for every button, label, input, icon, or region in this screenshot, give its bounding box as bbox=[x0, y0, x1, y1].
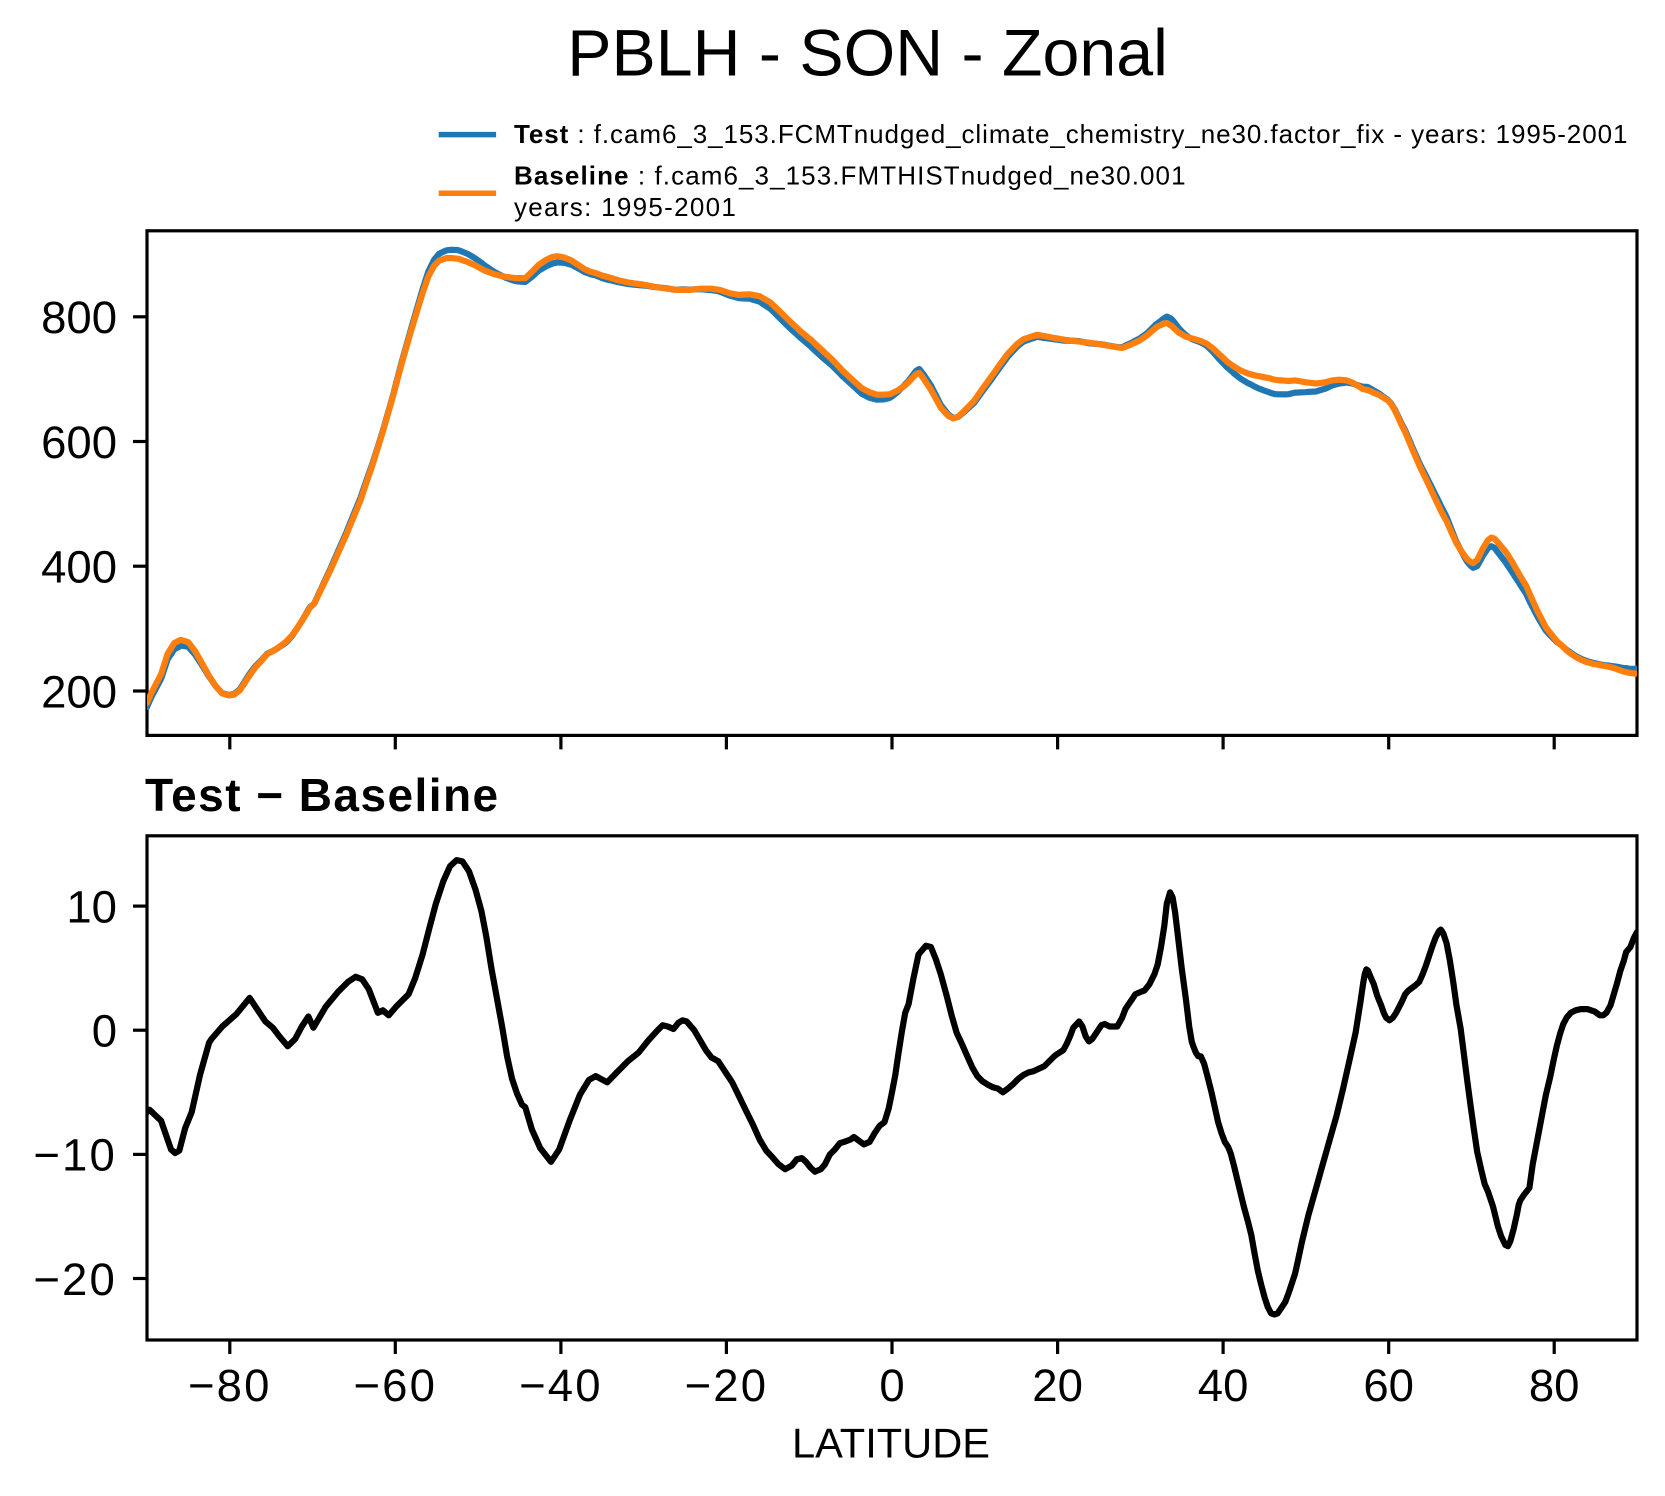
svg-text:PBLH - SON - Zonal: PBLH - SON - Zonal bbox=[567, 17, 1168, 91]
svg-text:−20: −20 bbox=[685, 1360, 769, 1411]
svg-text:800: 800 bbox=[41, 292, 117, 343]
svg-text:Baseline : f.cam6_3_153.FMTHIS: Baseline : f.cam6_3_153.FMTHISTnudged_ne… bbox=[514, 161, 1187, 191]
svg-text:80: 80 bbox=[1529, 1360, 1580, 1411]
svg-text:years: 1995-2001: years: 1995-2001 bbox=[514, 192, 737, 222]
svg-text:LATITUDE: LATITUDE bbox=[792, 1420, 990, 1467]
svg-text:10: 10 bbox=[66, 881, 117, 932]
svg-text:−20: −20 bbox=[33, 1254, 117, 1305]
svg-text:400: 400 bbox=[41, 542, 117, 593]
svg-text:−40: −40 bbox=[519, 1360, 603, 1411]
svg-text:0: 0 bbox=[879, 1360, 904, 1411]
svg-text:Test − Baseline: Test − Baseline bbox=[145, 769, 500, 821]
svg-text:Test : f.cam6_3_153.FCMTnudged: Test : f.cam6_3_153.FCMTnudged_climate_c… bbox=[514, 119, 1628, 149]
svg-text:−60: −60 bbox=[353, 1360, 437, 1411]
svg-text:−80: −80 bbox=[188, 1360, 272, 1411]
svg-text:60: 60 bbox=[1363, 1360, 1414, 1411]
svg-text:20: 20 bbox=[1032, 1360, 1083, 1411]
svg-text:40: 40 bbox=[1198, 1360, 1249, 1411]
svg-text:200: 200 bbox=[41, 666, 117, 717]
svg-text:−10: −10 bbox=[33, 1130, 117, 1181]
svg-text:600: 600 bbox=[41, 417, 117, 468]
svg-text:0: 0 bbox=[92, 1006, 117, 1057]
